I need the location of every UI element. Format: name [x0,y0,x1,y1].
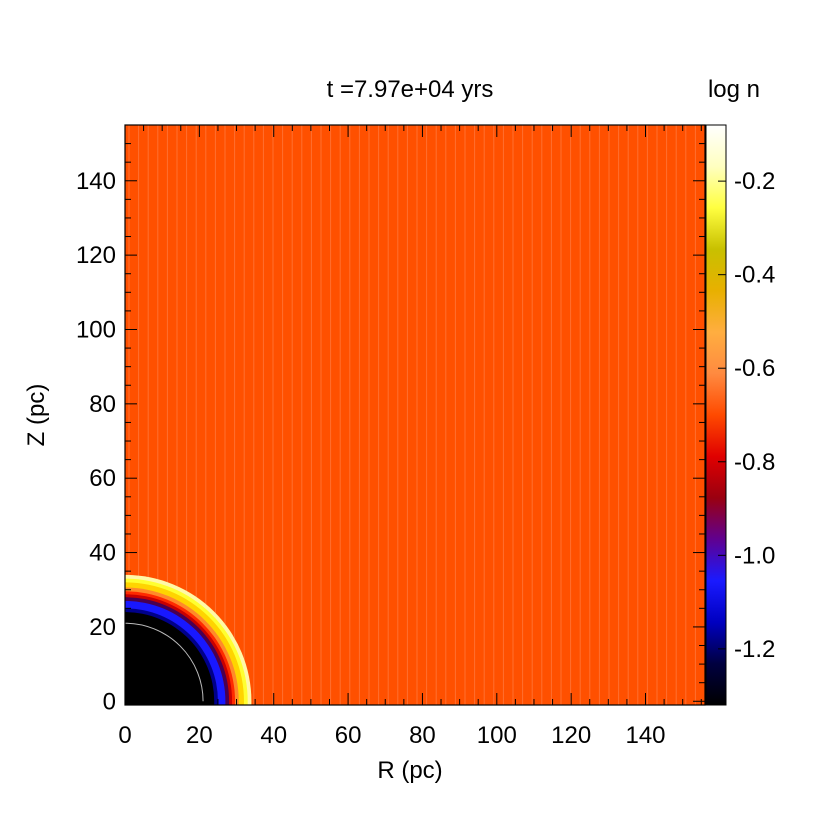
y-tick-label: 140 [76,168,116,195]
y-axis: 0 20 40 60 80 100 120 140 [76,143,705,715]
y-tick-label: 20 [89,614,116,641]
plot-area [125,125,705,705]
colorbar-frame [705,124,727,706]
colorbar-tick-label: -1.2 [734,636,775,663]
inner-contour [125,622,204,702]
colorbar-label: log n [708,76,760,103]
colorbar-tick-label: -0.4 [734,262,775,289]
colorbar-tick-label: -1.0 [734,542,775,569]
y-axis-label: Z (pc) [23,384,50,447]
x-tick-label: 20 [186,722,213,749]
grid-stripes [128,125,696,705]
plot-frame [124,124,706,706]
colorbar-tick-label: -0.6 [734,355,775,382]
x-tick-label: 140 [625,722,665,749]
colorbar [706,125,726,705]
x-tick-label: 0 [118,722,131,749]
shell-ring [125,612,215,705]
x-tick-label: 60 [335,722,362,749]
y-tick-label: 100 [76,316,116,343]
density-background [125,125,705,705]
y-tick-label: 80 [89,391,116,418]
y-tick-label: 40 [89,540,116,567]
colorbar-tick-label: -0.8 [734,449,775,476]
shell-rings [125,574,252,705]
x-tick-label: 80 [409,722,436,749]
x-axis-label: R (pc) [377,757,442,784]
chart-title: t =7.97e+04 yrs [327,76,494,103]
y-tick-label: 60 [89,465,116,492]
x-tick-label: 120 [551,722,591,749]
colorbar-tick-label: -0.2 [734,168,775,195]
y-tick-label: 0 [103,688,116,715]
x-tick-label: 100 [477,722,517,749]
y-tick-label: 120 [76,242,116,269]
x-tick-label: 40 [260,722,287,749]
x-axis: 0 20 40 60 80 100 120 140 [118,125,702,749]
colorbar-axis: -0.2 -0.4 -0.6 -0.8 -1.0 -1.2 [718,168,775,663]
